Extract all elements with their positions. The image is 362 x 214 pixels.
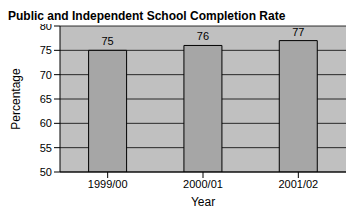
svg-text:Percentage: Percentage	[9, 68, 23, 130]
svg-text:2001/02: 2001/02	[278, 178, 318, 190]
svg-text:60: 60	[40, 117, 52, 129]
svg-text:75: 75	[40, 44, 52, 56]
svg-text:1999/00: 1999/00	[88, 178, 128, 190]
svg-text:75: 75	[101, 35, 113, 47]
svg-text:Year: Year	[191, 195, 215, 206]
svg-text:55: 55	[40, 142, 52, 154]
svg-text:80: 80	[40, 24, 52, 32]
svg-text:77: 77	[292, 26, 304, 38]
html-text:Public and Independent School: Public and Independent School Completion…	[8, 9, 286, 23]
svg-text:65: 65	[40, 93, 52, 105]
svg-text:2000/01: 2000/01	[183, 178, 223, 190]
svg-text:70: 70	[40, 69, 52, 81]
svg-text:76: 76	[197, 30, 209, 42]
svg-text:50: 50	[40, 166, 52, 178]
